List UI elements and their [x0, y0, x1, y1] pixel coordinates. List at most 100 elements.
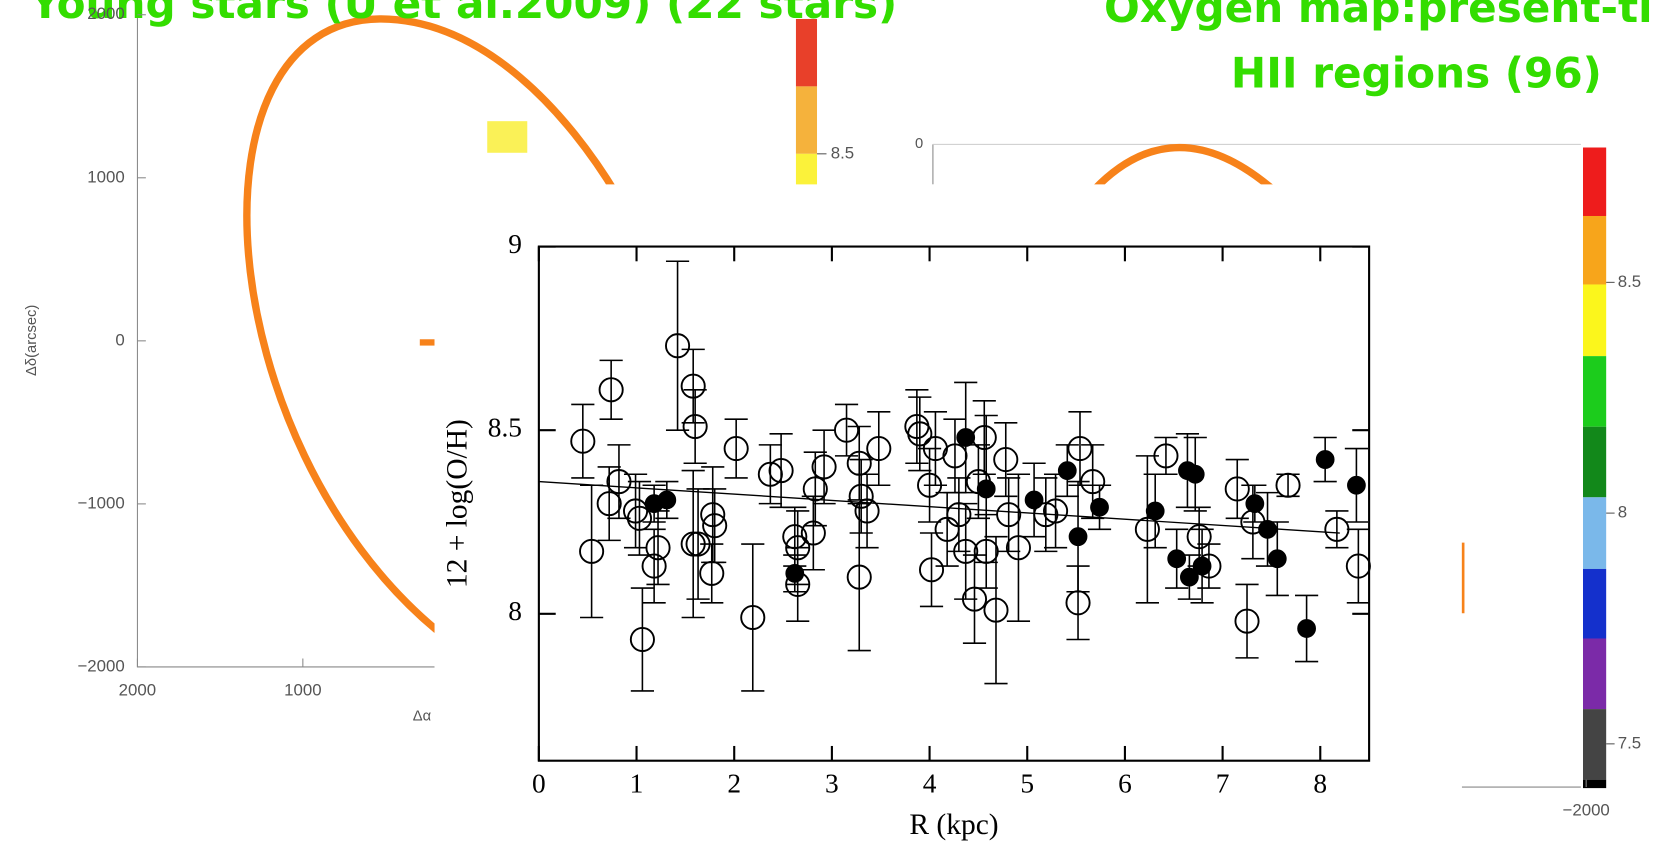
point: [570, 428, 596, 454]
point: [1186, 524, 1212, 550]
error-bar: [919, 532, 944, 608]
point: [740, 604, 766, 631]
colorbar: [1582, 147, 1607, 789]
x-tick-label: 4: [923, 768, 937, 798]
point: [700, 502, 726, 528]
error-bar: [1225, 458, 1249, 520]
point: [1275, 472, 1301, 498]
point: [918, 557, 945, 583]
y-tick-label: 1000: [87, 167, 124, 186]
tick-label-fragment: 0: [915, 136, 923, 152]
point: [1134, 516, 1160, 542]
colorbar-band: [795, 18, 818, 87]
point: [1234, 608, 1260, 634]
point: [657, 490, 677, 510]
error-bar: [984, 535, 1008, 685]
point: [596, 491, 622, 517]
error-bar: [972, 400, 996, 476]
point: [976, 479, 996, 499]
blob: [487, 121, 528, 153]
error-bar: [1034, 477, 1058, 553]
point: [1024, 490, 1044, 510]
x-tick-label: −2000: [1563, 801, 1610, 820]
point: [1068, 527, 1088, 547]
x-tick-label: 2: [727, 768, 741, 798]
error-bar: [597, 466, 621, 542]
point: [757, 461, 783, 487]
point: [1258, 519, 1277, 539]
error-bar: [630, 587, 654, 692]
point: [1315, 450, 1335, 469]
error-bar: [855, 473, 879, 549]
x-axis-label: Δα: [413, 708, 432, 724]
y-tick-label: −2000: [77, 656, 124, 675]
error-bar: [905, 388, 929, 465]
y-tick-label: −1000: [77, 493, 124, 512]
point: [1267, 549, 1287, 569]
point: [1297, 619, 1316, 638]
point: [800, 520, 826, 546]
point: [785, 564, 805, 583]
y-tick-label: 8: [508, 596, 522, 626]
colorbar-band: [1582, 497, 1607, 569]
error-bar: [997, 477, 1021, 553]
point: [942, 443, 968, 469]
point: [723, 436, 749, 462]
x-axis-label: R (kpc): [909, 809, 998, 841]
error-bar: [812, 429, 836, 505]
colorbar-band: [1582, 779, 1607, 789]
y-tick-label: 8.5: [488, 412, 522, 442]
colorbar-band: [1582, 426, 1607, 498]
error-bar: [681, 348, 705, 424]
colorbar-tick-label: 7.5: [1618, 733, 1641, 752]
error-bar: [803, 451, 827, 527]
point: [961, 586, 988, 612]
point: [680, 373, 706, 399]
error-bar: [786, 546, 810, 622]
colorbar-band: [1582, 284, 1607, 357]
x-tick-label: 5: [1020, 768, 1034, 798]
point: [768, 458, 794, 484]
point: [866, 436, 892, 462]
point: [1224, 476, 1250, 502]
point: [854, 498, 880, 524]
point: [848, 483, 874, 509]
point: [1180, 567, 1199, 587]
error-bar: [700, 543, 724, 604]
error-bar: [580, 484, 604, 619]
point: [645, 535, 671, 561]
point: [846, 564, 872, 590]
colorbar-band: [1582, 356, 1607, 427]
y-tick-label: 0: [115, 330, 124, 349]
error-bar: [994, 422, 1018, 498]
y-axis-label: Δδ(arcsec): [24, 305, 40, 376]
colorbar-tick-label: 8.5: [831, 143, 854, 162]
point: [1245, 494, 1265, 514]
error-bar: [867, 411, 891, 487]
point: [1192, 556, 1212, 576]
point: [1043, 498, 1069, 524]
error-bar: [908, 396, 932, 472]
error-bar: [1346, 528, 1370, 604]
point: [834, 417, 860, 443]
point: [1145, 501, 1165, 521]
colorbar-band: [1582, 147, 1607, 216]
title: HII regions (96): [1231, 48, 1602, 97]
error-bar: [627, 480, 652, 556]
point: [811, 454, 837, 480]
ellipse-arc: [243, 15, 620, 633]
point: [956, 428, 976, 447]
error-bar: [1006, 473, 1031, 622]
point: [1153, 443, 1179, 469]
point: [641, 553, 667, 579]
error-bar: [681, 469, 705, 619]
y-tick-label: 9: [508, 229, 522, 259]
error-bar: [834, 403, 859, 457]
point: [1347, 475, 1366, 495]
x-tick-label: 1000: [284, 681, 321, 700]
axis-line: [136, 14, 435, 668]
point: [993, 447, 1019, 473]
title: Oxygen map:present-ti: [1104, 0, 1652, 32]
